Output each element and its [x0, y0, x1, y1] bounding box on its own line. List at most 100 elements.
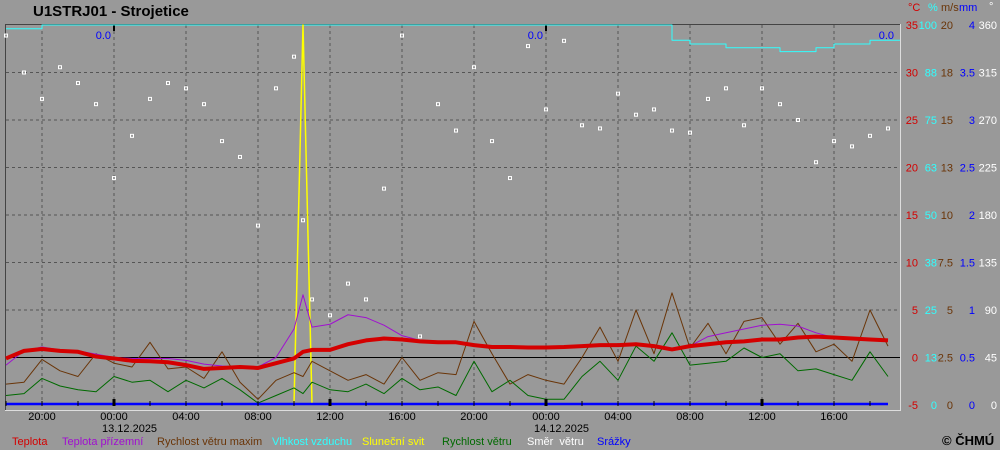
y-tick-label-precip: 2 [969, 210, 975, 222]
y-tick-label-dir: 45 [985, 353, 997, 365]
wind-direction-point [382, 186, 386, 191]
wind-direction-point [58, 65, 62, 70]
y-tick-label-hum: 75 [925, 115, 937, 127]
precip-daily-totals: 0.0 0.0 0.0 [96, 30, 894, 42]
x-tick-label: 00:00 [532, 411, 560, 423]
wind-direction-point [778, 102, 782, 107]
y-tick-label-wind: 7.5 [938, 258, 953, 270]
y-tick-label-hum: 50 [925, 210, 937, 222]
wind-direction-point [850, 144, 854, 149]
wind-direction-point [706, 96, 710, 101]
wind-direction-point [364, 297, 368, 302]
y-tick-label-dir: 270 [979, 115, 997, 127]
wind-direction-point [598, 126, 602, 131]
y-tick-label-precip: 1 [969, 305, 975, 317]
x-tick-label: 12:00 [316, 411, 344, 423]
wind-direction-point [562, 38, 566, 43]
y-tick-label-hum: 13 [925, 353, 937, 365]
wind-direction-point [256, 223, 260, 228]
x-tick-label: 20:00 [460, 411, 488, 423]
wind-direction-point [580, 123, 584, 128]
wind-direction-point [724, 86, 728, 91]
x-tick-label: 16:00 [820, 411, 848, 423]
wind-direction-point [292, 54, 296, 59]
y-tick-label-wind: 2.5 [938, 353, 953, 365]
precip-total-label: 0.0 [96, 30, 111, 42]
unit-degrees: ° [989, 1, 993, 13]
wind-direction-point [301, 218, 305, 223]
wind-direction-point [526, 44, 530, 49]
legend-item-srazky: Srážky [597, 436, 631, 448]
wind-direction-point [544, 107, 548, 112]
wind-direction-point [508, 176, 512, 181]
unit-celsius: °C [908, 2, 920, 14]
wind-direction-point [814, 160, 818, 165]
y-tick-label-hum: 0 [931, 400, 937, 412]
chart-title: U1STRJ01 - Strojetice [33, 3, 189, 20]
x-date-label: 14.12.2025 [534, 423, 589, 435]
y-tick-label-precip: 2.5 [960, 163, 975, 175]
wind-direction-point [220, 139, 224, 144]
y-tick-label-temp: 15 [906, 210, 918, 222]
unit-ms: m/s [941, 2, 959, 14]
wind-direction-point [40, 96, 44, 101]
x-tick-label: 08:00 [676, 411, 704, 423]
precip-total-label: 0.0 [879, 30, 894, 42]
y-tick-label-temp: -5 [908, 400, 918, 412]
y-tick-label-precip: 1.5 [960, 258, 975, 270]
legend-item-smer-vetru: Směr větru [527, 436, 584, 448]
wind-direction-point [490, 139, 494, 144]
y-tick-label-hum: 100 [919, 20, 937, 32]
wind-direction-point [346, 281, 350, 286]
legend-item-teplota-prizemni: Teplota přízemní [62, 436, 143, 448]
wind-direction-point [184, 86, 188, 91]
wind-direction-point [202, 102, 206, 107]
wind-direction-point [328, 313, 332, 318]
wind-direction-point [454, 128, 458, 133]
precip-total-label: 0.0 [528, 30, 543, 42]
y-axes: 35302520151050-5100887563503825130201815… [906, 20, 997, 412]
y-tick-label-temp: 0 [912, 353, 918, 365]
y-tick-label-precip: 0.5 [960, 353, 975, 365]
y-tick-label-temp: 25 [906, 115, 918, 127]
wind-direction-point [652, 107, 656, 112]
legend-item-slunecni-svit: Sluneční svit [362, 436, 424, 448]
wind-direction-point [742, 123, 746, 128]
wind-direction-point [238, 154, 242, 159]
x-date-label: 13.12.2025 [102, 423, 157, 435]
y-tick-label-hum: 38 [925, 258, 937, 270]
wind-direction-point [112, 176, 116, 181]
y-tick-label-temp: 10 [906, 258, 918, 270]
axis-units: °C % m/s mm ° [908, 1, 993, 14]
wind-direction-point [76, 81, 80, 86]
y-tick-label-hum: 88 [925, 68, 937, 80]
y-tick-label-hum: 63 [925, 163, 937, 175]
x-tick-label: 04:00 [604, 411, 632, 423]
series-rychlost-vetru-maxim [5, 292, 889, 400]
y-tick-label-precip: 3.5 [960, 68, 975, 80]
y-tick-label-dir: 135 [979, 258, 997, 270]
wind-direction-point [436, 102, 440, 107]
legend-item-teplota: Teplota [12, 436, 48, 448]
y-tick-label-dir: 360 [979, 20, 997, 32]
y-tick-label-temp: 20 [906, 163, 918, 175]
x-tick-label: 04:00 [172, 411, 200, 423]
y-tick-label-wind: 5 [947, 305, 953, 317]
y-tick-label-dir: 180 [979, 210, 997, 222]
wind-direction-point [616, 91, 620, 96]
y-tick-label-temp: 30 [906, 68, 918, 80]
wind-direction-point [310, 297, 314, 302]
y-tick-label-temp: 35 [906, 20, 918, 32]
y-tick-label-dir: 0 [991, 400, 997, 412]
legend-item-rychlost-vetru-maxim: Rychlost větru maxim [157, 436, 262, 448]
y-tick-label-precip: 4 [969, 20, 975, 32]
wind-direction-point [274, 86, 278, 91]
y-tick-label-precip: 3 [969, 115, 975, 127]
wind-direction-point [22, 70, 26, 75]
y-tick-label-dir: 90 [985, 305, 997, 317]
wind-direction-point [4, 33, 8, 38]
y-tick-label-wind: 13 [941, 163, 953, 175]
wind-direction-point [868, 133, 872, 138]
wind-direction-point [148, 96, 152, 101]
